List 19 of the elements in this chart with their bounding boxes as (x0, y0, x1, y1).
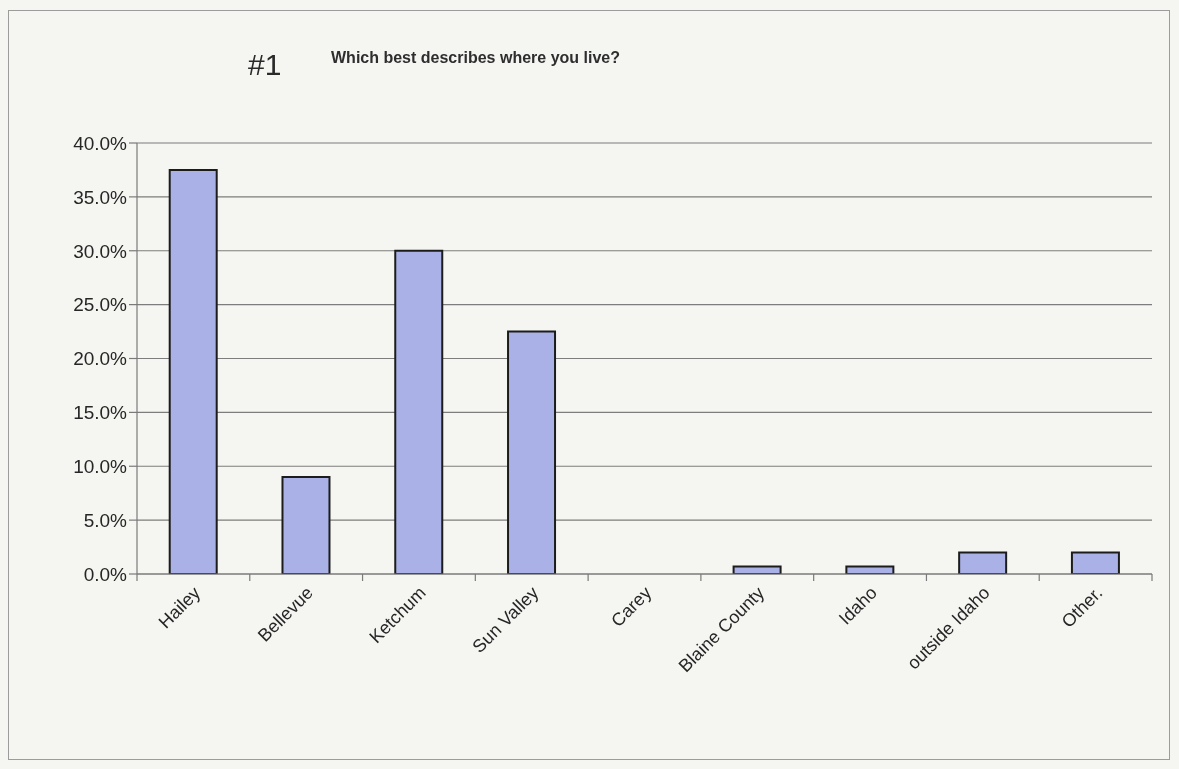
bar (168, 168, 218, 574)
y-tick-label: 0.0% (83, 563, 128, 585)
y-tick-label: 30.0% (73, 240, 128, 262)
bar (1070, 551, 1120, 574)
bar (845, 565, 895, 574)
y-tick-label: 10.0% (73, 456, 128, 478)
bar (507, 330, 557, 574)
chart-title: #1 (248, 48, 282, 82)
y-tick-label: 35.0% (73, 186, 128, 208)
y-tick-label: 20.0% (73, 348, 128, 370)
chart-subtitle: Which best describes where you live? (331, 48, 620, 68)
y-tick-label: 40.0% (73, 132, 128, 154)
y-tick-label: 25.0% (73, 294, 128, 316)
bar (281, 476, 331, 574)
bar (394, 249, 444, 574)
bar (958, 551, 1008, 574)
bar (732, 565, 782, 574)
y-tick-label: 5.0% (83, 509, 128, 531)
y-tick-label: 15.0% (73, 402, 128, 424)
